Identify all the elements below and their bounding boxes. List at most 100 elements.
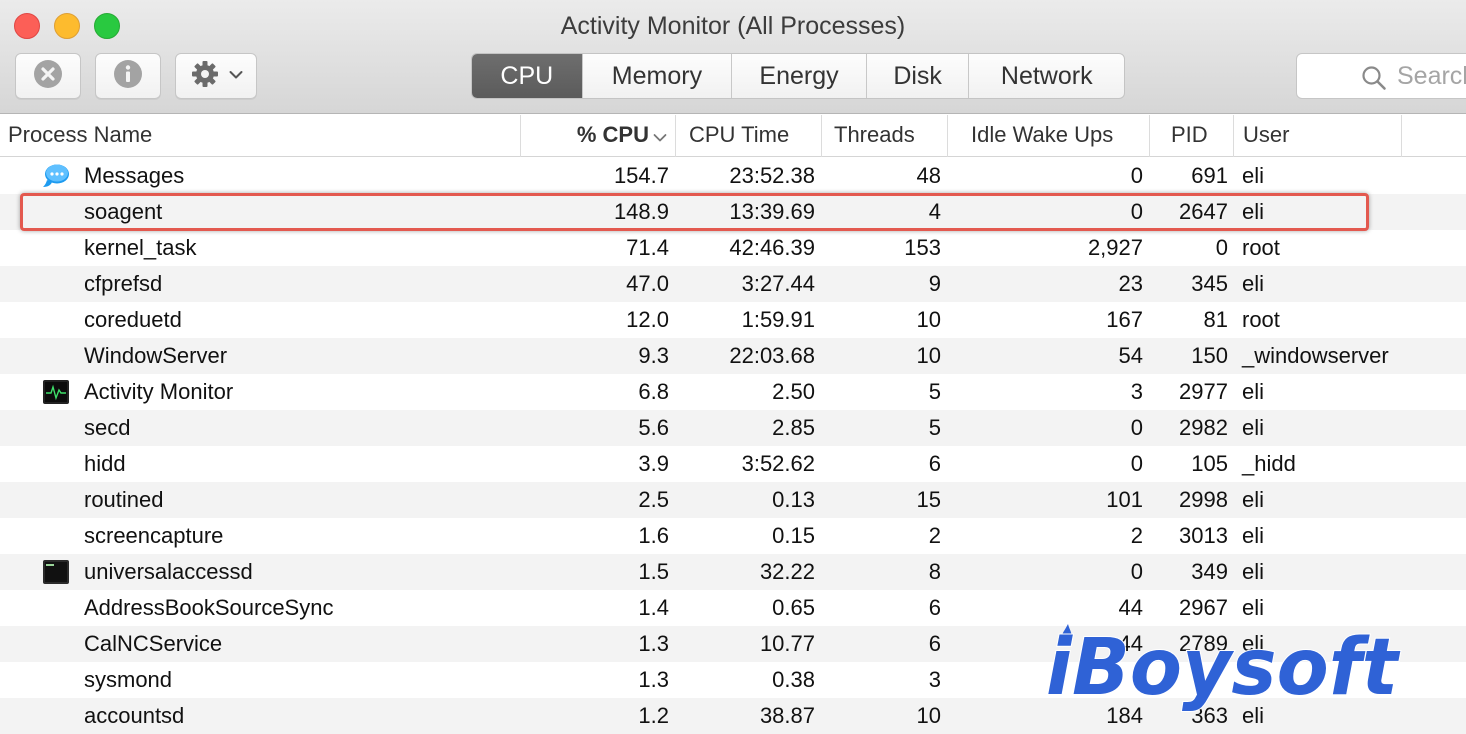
process-name: Activity Monitor <box>84 379 234 404</box>
table-row[interactable]: Activity Monitor 6.8 2.50 5 3 2977 eli <box>0 374 1466 410</box>
table-row[interactable]: screencapture 1.6 0.15 2 2 3013 eli <box>0 518 1466 554</box>
inspect-process-button[interactable] <box>95 53 161 99</box>
process-user: eli <box>1242 415 1265 440</box>
action-menu-button[interactable] <box>175 53 257 99</box>
thread-count: 4 <box>928 199 941 224</box>
process-id: 3013 <box>1179 523 1228 548</box>
table-row[interactable]: kernel_task 71.4 42:46.39 153 2,927 0 root <box>0 230 1466 266</box>
process-name: hidd <box>84 451 126 476</box>
cpu-time: 42:46.39 <box>729 235 815 260</box>
table-row[interactable]: cfprefsd 47.0 3:27.44 9 23 345 eli <box>0 266 1466 302</box>
column-header-cpu-time[interactable]: CPU Time <box>676 115 822 157</box>
idle-wake-ups: 0 <box>1130 559 1143 584</box>
process-id: 691 <box>1191 163 1228 188</box>
table-row[interactable]: hidd 3.9 3:52.62 6 0 105 _hidd <box>0 446 1466 482</box>
process-name: routined <box>84 487 164 512</box>
table-row[interactable]: routined 2.5 0.13 15 101 2998 eli <box>0 482 1466 518</box>
cpu-percent: 1.2 <box>638 703 669 728</box>
table-row[interactable]: coreduetd 12.0 1:59.91 10 167 81 root <box>0 302 1466 338</box>
thread-count: 153 <box>904 235 941 260</box>
process-user: eli <box>1242 703 1265 728</box>
process-id <box>1160 662 1228 698</box>
search-field[interactable] <box>1296 53 1466 99</box>
thread-count: 48 <box>916 163 941 188</box>
table-row[interactable]: AddressBookSourceSync 1.4 0.65 6 44 2967 eli <box>0 590 1466 626</box>
process-name: CalNCService <box>84 631 223 656</box>
thread-count: 8 <box>928 559 941 584</box>
window-close-button[interactable] <box>14 13 40 39</box>
process-id: 0 <box>1215 235 1228 260</box>
process-name: WindowServer <box>84 343 228 368</box>
tab-network[interactable]: Network <box>968 54 1124 98</box>
process-name: kernel_task <box>84 235 197 260</box>
table-row[interactable]: soagent 148.9 13:39.69 4 0 2647 eli <box>0 194 1466 230</box>
process-user: eli <box>1242 559 1265 584</box>
process-user: eli <box>1242 199 1265 224</box>
thread-count: 9 <box>928 271 941 296</box>
thread-count: 5 <box>928 379 941 404</box>
process-table: Messages 154.7 23:52.38 48 0 691 eli soagent 148… <box>0 158 1466 734</box>
idle-wake-ups: 167 <box>1106 307 1143 332</box>
cpu-percent: 148.9 <box>613 199 669 224</box>
cpu-percent: 1.5 <box>638 559 669 584</box>
column-header-threads[interactable]: Threads <box>822 115 948 157</box>
cpu-percent: 9.3 <box>638 343 669 368</box>
idle-wake-ups: 0 <box>1130 163 1143 188</box>
column-header-idle-wake-ups[interactable]: Idle Wake Ups <box>948 115 1150 157</box>
process-id: 150 <box>1191 343 1228 368</box>
idle-wake-ups: 44 <box>1118 631 1143 656</box>
process-icon-placeholder <box>42 451 70 477</box>
tab-cpu[interactable]: CPU <box>472 54 582 98</box>
table-row[interactable]: WindowServer 9.3 22:03.68 10 54 150 _windowser… <box>0 338 1466 374</box>
cpu-percent: 1.3 <box>638 631 669 656</box>
process-id: 363 <box>1191 703 1228 728</box>
table-row[interactable]: secd 5.6 2.85 5 0 2982 eli <box>0 410 1466 446</box>
column-header-user[interactable]: User <box>1234 115 1402 157</box>
window-title-area: Activity Monitor (All Processes) <box>0 0 1466 50</box>
cpu-percent: 5.6 <box>638 415 669 440</box>
cpu-percent: 154.7 <box>613 163 669 188</box>
process-id: 349 <box>1191 559 1228 584</box>
tab-disk[interactable]: Disk <box>865 54 969 98</box>
stop-process-button[interactable] <box>15 53 81 99</box>
thread-count: 5 <box>928 415 941 440</box>
view-tab-group: CPU Memory Energy Disk Network <box>471 53 1125 99</box>
process-icon-placeholder <box>42 271 70 297</box>
process-icon-placeholder <box>42 343 70 369</box>
window-title: Activity Monitor (All Processes) <box>560 12 906 40</box>
table-row[interactable]: CalNCService 1.3 10.77 6 44 2789 eli <box>0 626 1466 662</box>
column-header-process-name[interactable]: Process Name <box>0 115 521 157</box>
cpu-time: 23:52.38 <box>729 163 815 188</box>
tab-memory[interactable]: Memory <box>581 54 732 98</box>
table-row[interactable]: sysmond 1.3 0.38 3 <box>0 662 1466 698</box>
cpu-time: 32.22 <box>759 559 815 584</box>
tab-energy[interactable]: Energy <box>731 54 866 98</box>
thread-count: 10 <box>916 343 941 368</box>
idle-wake-ups: 2,927 <box>1087 235 1143 260</box>
process-id: 2998 <box>1179 487 1228 512</box>
process-name: Messages <box>84 163 185 188</box>
table-row[interactable]: Messages 154.7 23:52.38 48 0 691 eli <box>0 158 1466 194</box>
idle-wake-ups: 2 <box>1130 523 1143 548</box>
process-user: eli <box>1242 271 1265 296</box>
cpu-percent: 12.0 <box>626 307 669 332</box>
process-id: 2982 <box>1179 415 1228 440</box>
process-icon-placeholder <box>42 703 70 729</box>
column-header-cpu[interactable]: % CPU <box>521 115 676 157</box>
process-name: soagent <box>84 199 163 224</box>
column-header-pid[interactable]: PID <box>1150 115 1234 157</box>
table-row[interactable]: universalaccessd 1.5 32.22 8 0 349 eli <box>0 554 1466 590</box>
cpu-percent: 47.0 <box>626 271 669 296</box>
process-user: eli <box>1242 163 1265 188</box>
search-input[interactable] <box>1397 61 1466 91</box>
process-user: eli <box>1242 595 1265 620</box>
idle-wake-ups: 23 <box>1118 271 1143 296</box>
window-minimize-button[interactable] <box>54 13 80 39</box>
window-toolbar: Activity Monitor (All Processes) <box>0 0 1466 114</box>
table-row[interactable]: accountsd 1.2 38.87 10 184 363 eli <box>0 698 1466 734</box>
process-name: screencapture <box>84 523 224 548</box>
process-user: eli <box>1242 523 1265 548</box>
window-zoom-button[interactable] <box>94 13 120 39</box>
process-user: root <box>1242 307 1280 332</box>
process-user: root <box>1242 235 1280 260</box>
